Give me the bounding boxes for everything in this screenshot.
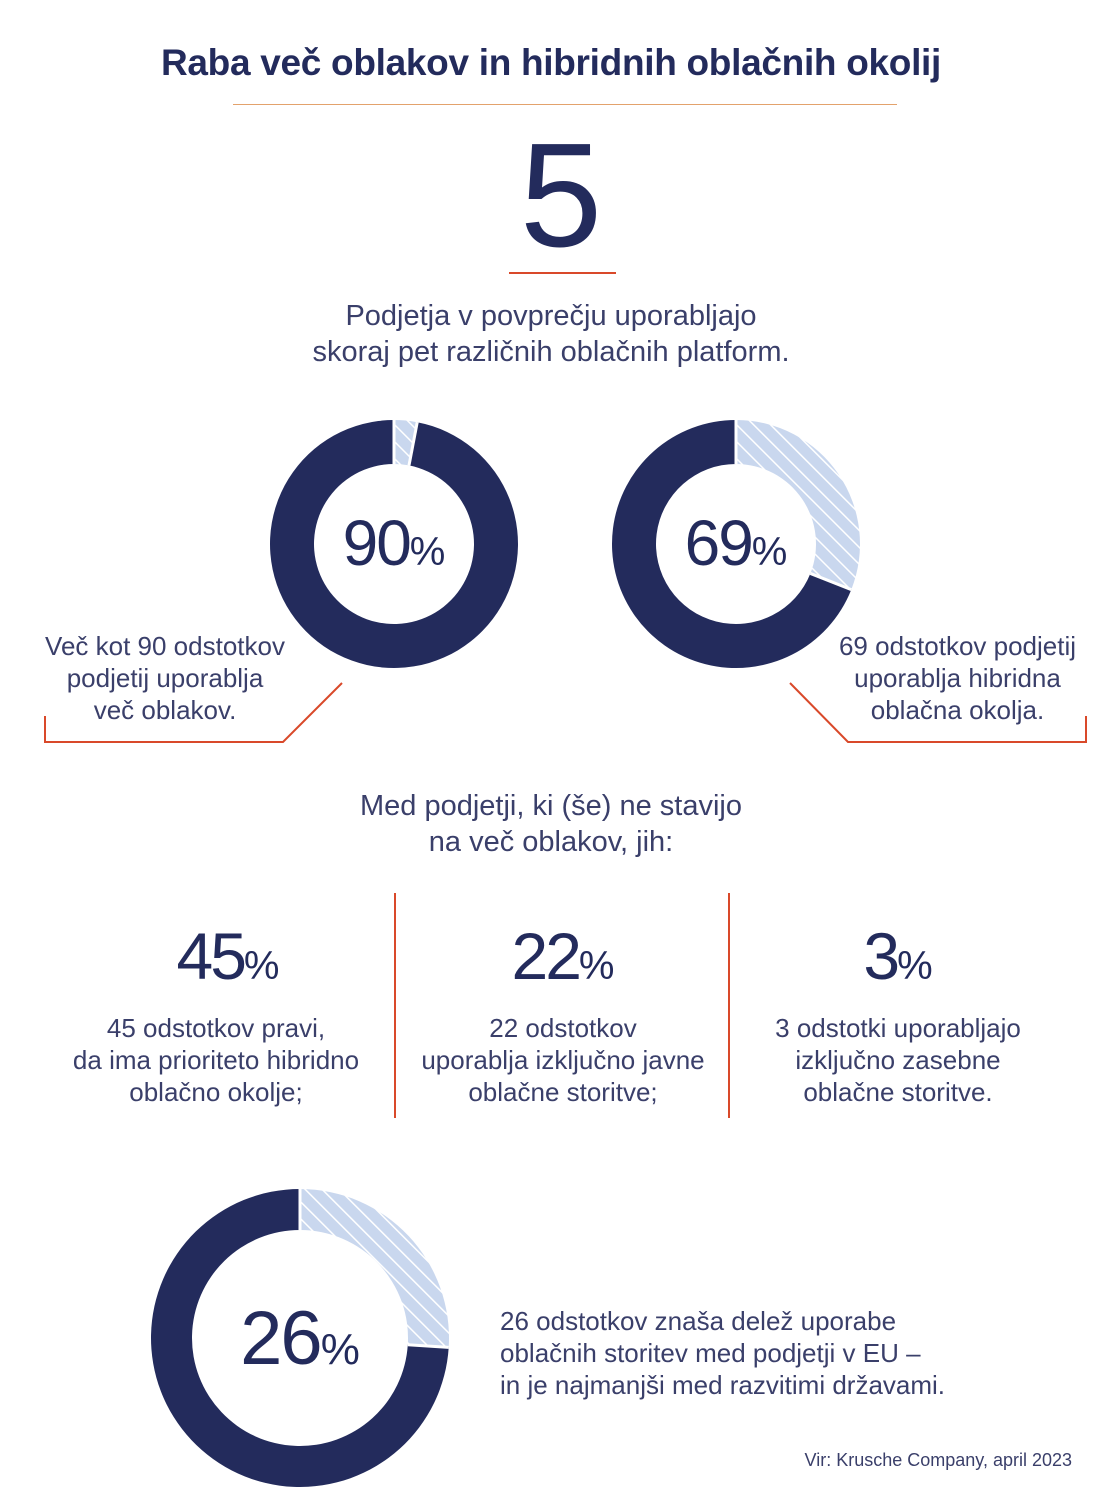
stat-description-line: oblačne storitve. [803, 1077, 993, 1107]
donut-center-label: 69% [610, 506, 862, 580]
stat-number: 3 [863, 919, 900, 993]
stat-description: 45 odstotkov pravi, da ima prioriteto hi… [48, 1012, 384, 1108]
stat-description-line: oblačno okolje; [129, 1077, 303, 1107]
headline-underline [509, 272, 616, 274]
section-intro-line: na več oblakov, jih: [428, 826, 674, 858]
donut-center-label: 90% [268, 506, 520, 580]
eu-usage-line: 26 odstotkov znaša delež uporabe [500, 1306, 897, 1336]
stat-number: 45 [176, 919, 247, 993]
donut-center-unit: % [320, 1325, 360, 1374]
donut-center-unit: % [751, 530, 788, 574]
donut-slice-remainder [300, 1189, 449, 1348]
stat-description-line: izključno zasebne [795, 1045, 1001, 1075]
callout-line: oblačna okolja. [870, 695, 1045, 725]
stat-description-line: uporablja izključno javne [421, 1045, 705, 1075]
stat-unit: % [243, 944, 280, 988]
stat-divider [728, 893, 730, 1118]
source-note: Vir: Krusche Company, april 2023 [804, 1450, 1072, 1470]
donut-center-label: 26% [140, 1295, 460, 1382]
callout-line: uporablja hibridna [854, 663, 1061, 693]
donut-slice-separator [809, 572, 852, 592]
page-title: Raba več oblakov in hibridnih oblačnih o… [160, 42, 942, 83]
headline-text-line: skoraj pet različnih oblačnih platform. [312, 336, 790, 368]
donut-slice-separator [407, 1343, 449, 1349]
donut-center-unit: % [409, 530, 446, 574]
section-intro: Med podjetji, ki (še) ne stavijo na več … [0, 788, 1102, 860]
donut-chart-multicloud [270, 420, 518, 668]
callout-multicloud: Več kot 90 odstotkov podjetij uporablja … [20, 630, 310, 726]
donut-slice-remainder [736, 420, 860, 590]
donut-slice-remainder [394, 420, 418, 466]
headline-number: 5 [519, 113, 603, 278]
stat-description-line: oblačne storitve; [468, 1077, 658, 1107]
callout-bracket-left [44, 682, 343, 743]
title-divider [233, 104, 897, 105]
donut-center-number: 26 [240, 1296, 323, 1381]
callout-line: Več kot 90 odstotkov [45, 631, 285, 661]
callout-bracket-right [789, 682, 1087, 743]
donut-center-number: 90 [342, 507, 412, 579]
callout-line: 69 odstotkov podjetij [838, 631, 1077, 661]
eu-usage-line: in je najmanjši med razvitimi državami. [500, 1370, 946, 1400]
donut-chart-eu-usage [151, 1189, 449, 1487]
stat-number: 22 [511, 919, 582, 993]
donut-slice-separator [407, 421, 419, 466]
stat-description: 3 odstotki uporabljajo izključno zasebne… [730, 1012, 1066, 1108]
stat-description-line: da ima prioriteto hibridno [72, 1045, 360, 1075]
donut-chart-hybrid [612, 420, 860, 668]
eu-usage-line: oblačnih storitev med podjetji v EU – [500, 1338, 921, 1368]
stat-description: 22 odstotkov uporablja izključno javne o… [396, 1012, 730, 1108]
stat-description-line: 22 odstotkov [489, 1013, 637, 1043]
donut-center-number: 69 [684, 507, 754, 579]
stat-value: 45% [60, 918, 396, 994]
donut-slice-value [612, 420, 852, 668]
stat-value: 22% [396, 918, 730, 994]
stat-value: 3% [730, 918, 1066, 994]
stat-description-line: 45 odstotkov pravi, [106, 1013, 326, 1043]
stat-divider [394, 893, 396, 1118]
headline-text: Podjetja v povprečju uporabljajo skoraj … [0, 298, 1102, 370]
callout-line: podjetij uporablja [66, 663, 264, 693]
donut-slice-value [270, 420, 518, 668]
stat-unit: % [897, 944, 933, 988]
stat-description-line: 3 odstotki uporabljajo [775, 1013, 1021, 1043]
stat-unit: % [578, 944, 615, 988]
section-intro-line: Med podjetji, ki (še) ne stavijo [360, 790, 742, 822]
headline-text-line: Podjetja v povprečju uporabljajo [345, 300, 757, 332]
callout-hybrid: 69 odstotkov podjetij uporablja hibridna… [815, 630, 1100, 726]
eu-usage-description: 26 odstotkov znaša delež uporabe oblačni… [500, 1305, 1060, 1401]
callout-line: več oblakov. [93, 695, 237, 725]
